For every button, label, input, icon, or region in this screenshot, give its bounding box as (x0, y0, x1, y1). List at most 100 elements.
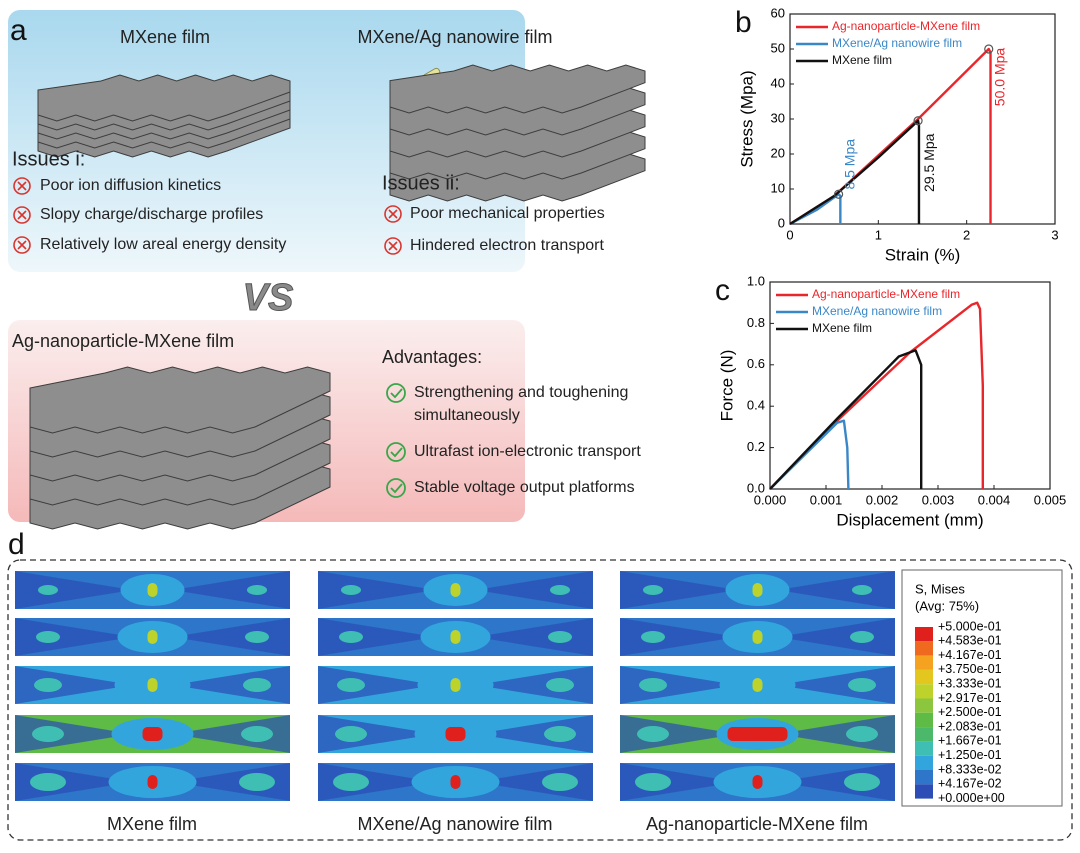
panel-label: b (735, 6, 752, 39)
film-title: MXene film (120, 27, 210, 47)
legend-swatch (915, 727, 933, 742)
legend-label: +2.917e-01 (938, 691, 1002, 705)
legend-swatch (915, 784, 933, 799)
contour-band (844, 773, 880, 791)
contour-band (848, 678, 876, 692)
y-tick-label: 50 (771, 40, 785, 55)
contour-hotspot (450, 630, 461, 644)
y-tick-label: 40 (771, 75, 785, 90)
film-layer (389, 64, 646, 114)
y-tick-label: 0.8 (747, 315, 765, 330)
contour-hotspot (450, 775, 461, 789)
film-layer (37, 74, 291, 122)
advantage-item: Ultrafast ion-electronic transport (414, 443, 641, 460)
y-tick-label: 1.0 (747, 273, 765, 288)
contour-band (544, 726, 576, 742)
panel-label: c (715, 274, 730, 307)
legend-swatch (915, 684, 933, 699)
issue-item: Hindered electron transport (410, 237, 604, 254)
legend-label: +4.167e-01 (938, 648, 1002, 662)
series-line (789, 47, 992, 226)
y-axis-label: Stress (Mpa) (737, 70, 756, 167)
contour-band (620, 618, 895, 656)
legend-swatch (915, 755, 933, 770)
annotation-marker (913, 116, 923, 126)
column-label: MXene film (107, 814, 197, 834)
legend-swatch (915, 712, 933, 728)
column-label: MXene/Ag nanowire film (357, 814, 552, 834)
series-line (789, 193, 842, 226)
series-line (769, 349, 923, 490)
issue-item: Poor ion diffusion kinetics (40, 177, 221, 194)
contour-band (620, 715, 895, 753)
series-line (769, 419, 850, 490)
legend-label: MXene film (812, 321, 872, 335)
x-tick-label: 1 (875, 227, 882, 242)
advantages-heading: Advantages: (382, 347, 482, 367)
annotation: 29.5 Mpa (921, 133, 937, 192)
legend-label: +0.000e+00 (938, 791, 1005, 805)
contour-band (643, 585, 663, 595)
contour-band (36, 631, 60, 643)
legend-label: Ag-nanoparticle-MXene film (832, 19, 980, 33)
contour-band (339, 631, 363, 643)
legend-label: +2.500e-01 (938, 705, 1002, 719)
contour-hotspot (752, 775, 763, 789)
annotation-marker (984, 44, 994, 54)
stress-contours (15, 571, 895, 801)
contour-band (32, 726, 64, 742)
contour-band (641, 631, 665, 643)
contour-band (635, 773, 671, 791)
contour-band (550, 585, 570, 595)
contour-band (15, 666, 290, 704)
x-tick-label: 2 (963, 227, 970, 242)
x-tick-label: 0 (786, 227, 793, 242)
x-axis-label: Displacement (mm) (836, 510, 983, 529)
annotation: 50.0 Mpa (991, 48, 1007, 107)
panel-label: a (10, 14, 27, 47)
contour-band (318, 666, 593, 704)
x-axis-label: Strain (%) (885, 245, 961, 264)
contour-band (239, 773, 275, 791)
contour-band (243, 678, 271, 692)
contour-hotspot (142, 727, 163, 741)
advantage-item: Stable voltage output platforms (414, 479, 635, 496)
contour-band (30, 773, 66, 791)
contour-band (335, 726, 367, 742)
legend-label: +4.167e-02 (938, 777, 1002, 791)
contour-band (15, 618, 290, 656)
legend-label: +5.000e-01 (938, 619, 1002, 633)
contour-hotspot (752, 630, 763, 644)
contour-hotspot (752, 583, 763, 597)
annotation-marker (833, 189, 844, 199)
check-icons (386, 383, 406, 498)
issue-item: Relatively low areal energy density (40, 236, 286, 253)
legend-label: +1.250e-01 (938, 748, 1002, 762)
legend-swatch (915, 669, 933, 685)
contour-band (548, 631, 572, 643)
contour-band (639, 678, 667, 692)
contour-band (318, 763, 593, 801)
issues-heading: Issues ii: (382, 172, 460, 194)
contour-band (620, 571, 895, 609)
contour-hotspot (450, 583, 461, 597)
legend-label: MXene film (832, 53, 892, 67)
film-title: Ag-nanoparticle-MXene film (12, 331, 234, 351)
series-line (769, 301, 984, 490)
contour-band (318, 715, 593, 753)
column-label: Ag-nanoparticle-MXene film (646, 814, 868, 834)
contour-hotspot (147, 775, 158, 789)
contour-band (318, 571, 593, 609)
legend-swatch (915, 627, 933, 642)
advantage-item: Strengthening and toughening (414, 384, 628, 401)
contour-band (15, 715, 290, 753)
legend-label: +1.667e-01 (938, 734, 1002, 748)
contour-band (241, 726, 273, 742)
contour-band (15, 571, 290, 609)
series-line (789, 119, 921, 226)
y-tick-label: 0 (778, 215, 785, 230)
film-layer (29, 366, 331, 434)
contour-band (247, 585, 267, 595)
